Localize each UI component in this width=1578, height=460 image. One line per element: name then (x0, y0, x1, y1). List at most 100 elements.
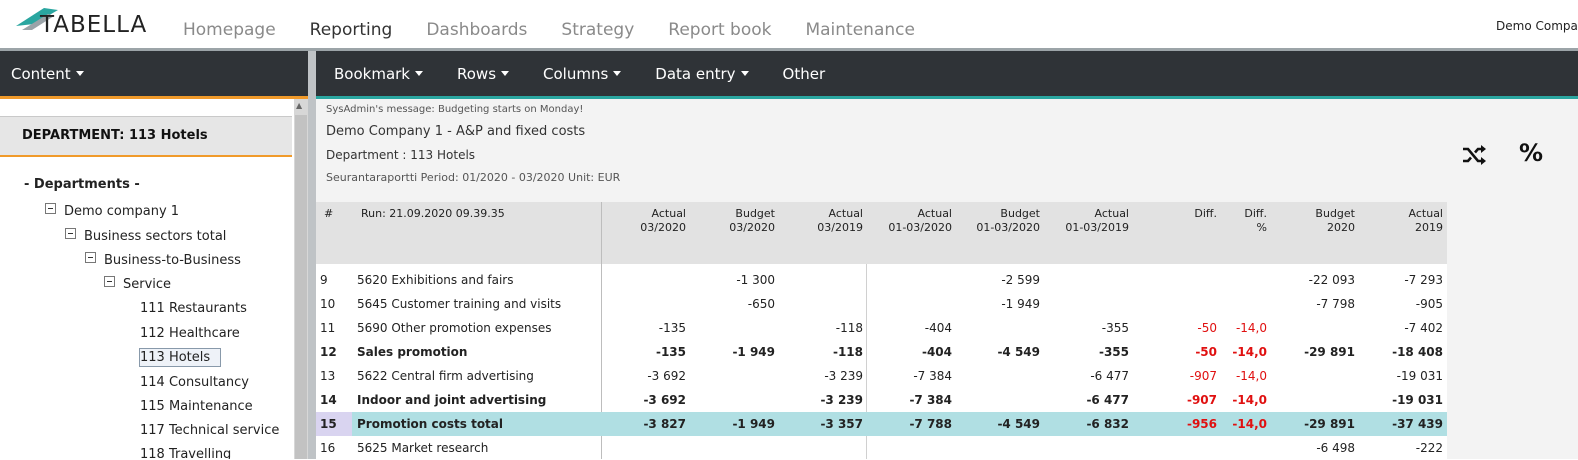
table-cell[interactable]: -14,0 (1235, 321, 1267, 335)
table-cell[interactable]: -3 357 (820, 417, 863, 431)
collapse-icon[interactable] (65, 228, 76, 239)
tree-leaf-maintenance[interactable]: 115 Maintenance (140, 399, 253, 414)
table-cell[interactable]: -3 239 (820, 393, 863, 407)
table-cell[interactable]: -907 (1189, 369, 1217, 383)
table-cell[interactable]: -1 300 (736, 273, 775, 287)
column-header[interactable]: Budget 03/2020 (729, 207, 775, 235)
table-cell[interactable]: -355 (1101, 321, 1129, 335)
tabella-logo-icon[interactable] (14, 4, 164, 44)
column-header[interactable]: Actual 03/2019 (817, 207, 863, 235)
content-menu[interactable]: Content (11, 65, 84, 83)
table-cell[interactable]: -29 891 (1304, 345, 1355, 359)
table-row[interactable]: 11 5690 Other promotion expenses -135 -118 -… (316, 316, 1447, 340)
row-label[interactable]: Indoor and joint advertising (357, 393, 547, 407)
row-label[interactable]: 5690 Other promotion expenses (357, 321, 552, 335)
table-cell[interactable]: -6 477 (1086, 393, 1129, 407)
table-cell[interactable]: -956 (1186, 417, 1217, 431)
table-cell[interactable]: -3 692 (643, 393, 686, 407)
table-row[interactable]: 9 5620 Exhibitions and fairs -1 300 -2 599 -… (316, 268, 1447, 292)
table-cell[interactable]: -37 439 (1392, 417, 1443, 431)
tree-leaf-hotels-selected[interactable]: 113 Hotels (139, 348, 222, 367)
tree-node-sectors[interactable]: Business sectors total (65, 228, 226, 244)
table-cell[interactable]: -118 (835, 321, 863, 335)
table-cell[interactable]: -1 949 (732, 417, 775, 431)
column-header[interactable]: Diff.% (1244, 207, 1267, 235)
table-cell[interactable]: -14,0 (1235, 369, 1267, 383)
table-cell[interactable]: -7 788 (909, 417, 952, 431)
table-cell[interactable]: -6 832 (1086, 417, 1129, 431)
shuffle-icon[interactable] (1461, 143, 1487, 167)
tree-leaf-restaurants[interactable]: 111 Restaurants (140, 301, 247, 316)
table-cell[interactable]: -1 949 (1001, 297, 1040, 311)
table-cell[interactable]: -14,0 (1232, 345, 1267, 359)
table-cell[interactable]: -18 408 (1392, 345, 1443, 359)
columns-menu[interactable]: Columns (543, 65, 622, 83)
table-cell[interactable]: -14,0 (1232, 393, 1267, 407)
table-row[interactable]: 10 5645 Customer training and visits -650 -… (316, 292, 1447, 316)
table-cell[interactable]: -14,0 (1232, 417, 1267, 431)
table-row[interactable]: 15 Promotion costs total -3 827 -1 949 -3 35… (316, 412, 1447, 436)
company-name[interactable]: Demo Compa (1496, 19, 1578, 33)
column-header[interactable]: Actual 2019 (1409, 207, 1443, 235)
table-row[interactable]: 12 Sales promotion -135 -1 949 -118 -404 -4 54… (316, 340, 1447, 364)
table-cell[interactable]: -7 798 (1316, 297, 1355, 311)
table-cell[interactable]: -29 891 (1304, 417, 1355, 431)
column-header[interactable]: Actual 01-03/2019 (1065, 207, 1129, 235)
tree-leaf-consultancy[interactable]: 114 Consultancy (140, 375, 249, 390)
bookmark-menu[interactable]: Bookmark (334, 65, 423, 83)
table-cell[interactable]: -6 477 (1090, 369, 1129, 383)
table-cell[interactable]: -3 827 (643, 417, 686, 431)
column-header[interactable]: Budget 2020 (1315, 207, 1355, 235)
row-label[interactable]: Promotion costs total (357, 417, 504, 431)
table-cell[interactable]: -222 (1415, 441, 1443, 455)
column-header[interactable]: Diff. (1194, 207, 1217, 221)
table-cell[interactable]: -4 549 (997, 417, 1040, 431)
table-cell[interactable]: -22 093 (1308, 273, 1355, 287)
collapse-icon[interactable] (85, 252, 96, 263)
nav-maintenance[interactable]: Maintenance (805, 20, 915, 40)
table-cell[interactable]: -7 384 (909, 393, 952, 407)
tree-root[interactable]: - Departments - (24, 177, 140, 192)
scroll-up-icon[interactable]: ▲ (296, 101, 303, 110)
table-cell[interactable]: -355 (1098, 345, 1129, 359)
collapse-icon[interactable] (45, 203, 56, 214)
row-label[interactable]: 5622 Central firm advertising (357, 369, 534, 383)
table-cell[interactable]: -19 031 (1396, 369, 1443, 383)
row-label[interactable]: Sales promotion (357, 345, 468, 359)
table-cell[interactable]: -50 (1197, 321, 1217, 335)
row-label[interactable]: 5620 Exhibitions and fairs (357, 273, 514, 287)
nav-dashboards[interactable]: Dashboards (426, 20, 528, 40)
table-cell[interactable]: -7 402 (1404, 321, 1443, 335)
nav-homepage[interactable]: Homepage (183, 20, 276, 40)
panel-splitter[interactable] (308, 51, 316, 459)
table-cell[interactable]: -3 692 (647, 369, 686, 383)
nav-strategy[interactable]: Strategy (561, 20, 635, 40)
table-cell[interactable]: -7 384 (913, 369, 952, 383)
table-cell[interactable]: -19 031 (1392, 393, 1443, 407)
tree-leaf-healthcare[interactable]: 112 Healthcare (140, 326, 240, 341)
scrollbar-thumb[interactable] (295, 115, 307, 459)
table-row[interactable]: 14 Indoor and joint advertising -3 692 -3 2… (316, 388, 1447, 412)
tree-scrollbar[interactable]: ▲ (294, 99, 308, 459)
nav-report-book[interactable]: Report book (668, 20, 772, 40)
other-menu[interactable]: Other (782, 65, 826, 83)
table-cell[interactable]: -907 (1186, 393, 1217, 407)
tree-node-b2b[interactable]: Business-to-Business (85, 252, 241, 268)
column-header[interactable]: Budget 01-03/2020 (976, 207, 1040, 235)
table-cell[interactable]: -404 (924, 321, 952, 335)
table-cell[interactable]: -6 498 (1316, 441, 1355, 455)
table-cell[interactable]: -3 239 (824, 369, 863, 383)
data-entry-menu[interactable]: Data entry (655, 65, 749, 83)
table-cell[interactable]: -404 (921, 345, 952, 359)
row-label[interactable]: 5625 Market research (357, 441, 489, 455)
table-cell[interactable]: -135 (655, 345, 686, 359)
table-cell[interactable]: -135 (658, 321, 686, 335)
table-row[interactable]: 16 5625 Market research -6 498 -222 (316, 436, 1447, 460)
rows-menu[interactable]: Rows (457, 65, 510, 83)
column-header[interactable]: Actual 03/2020 (640, 207, 686, 235)
table-cell[interactable]: -2 599 (1001, 273, 1040, 287)
row-label[interactable]: 5645 Customer training and visits (357, 297, 562, 311)
table-cell[interactable]: -1 949 (732, 345, 775, 359)
table-cell[interactable]: -7 293 (1404, 273, 1443, 287)
collapse-icon[interactable] (104, 276, 115, 287)
